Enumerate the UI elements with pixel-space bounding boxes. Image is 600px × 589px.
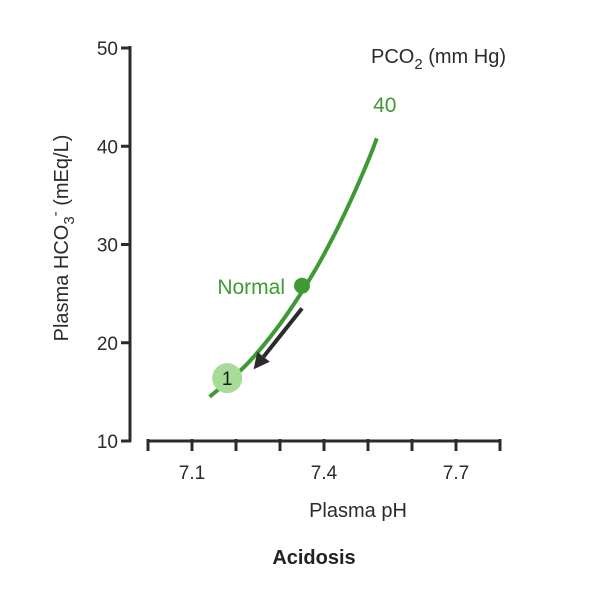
x-tick-label: 7.1 <box>179 463 205 484</box>
arrow-head <box>253 351 270 370</box>
x-tick-label: 7.7 <box>443 463 469 484</box>
y-tick-label: 20 <box>97 334 118 355</box>
legend-title-unit: (mm Hg) <box>423 46 506 68</box>
normal-point <box>294 277 310 294</box>
x-axis-title: Plasma pH <box>309 500 407 522</box>
y-axis-title: Plasma HCO3- (mEq/L) <box>47 135 78 342</box>
y-axis-title-subscript: 3 <box>61 216 78 224</box>
chart-caption: Acidosis <box>272 547 355 569</box>
x-ticks: 7.1 7.4 7.7 <box>146 439 502 484</box>
y-axis-title-unit: (mEq/L) <box>51 135 73 212</box>
y-axis-title-main: Plasma HCO <box>51 225 73 342</box>
legend-title-main: PCO <box>371 46 414 68</box>
series-line-pco2-40 <box>208 137 379 399</box>
step-marker-1-label: 1 <box>222 369 233 390</box>
arrow-shaft <box>261 307 304 358</box>
normal-label: Normal <box>217 276 285 299</box>
y-axis-title-superscript: - <box>47 211 64 216</box>
legend-title: PCO2 (mm Hg) <box>371 46 506 73</box>
legend-title-subscript: 2 <box>414 56 422 73</box>
x-tick-label: 7.4 <box>311 463 338 484</box>
y-tick-label: 50 <box>97 39 118 60</box>
y-tick-label: 10 <box>97 432 118 453</box>
y-tick-label: 40 <box>97 137 118 158</box>
y-tick-label: 30 <box>97 236 118 257</box>
step-marker-1 <box>212 363 243 394</box>
y-ticks: 10 20 30 40 50 <box>97 39 131 453</box>
series-label-40: 40 <box>373 94 396 117</box>
